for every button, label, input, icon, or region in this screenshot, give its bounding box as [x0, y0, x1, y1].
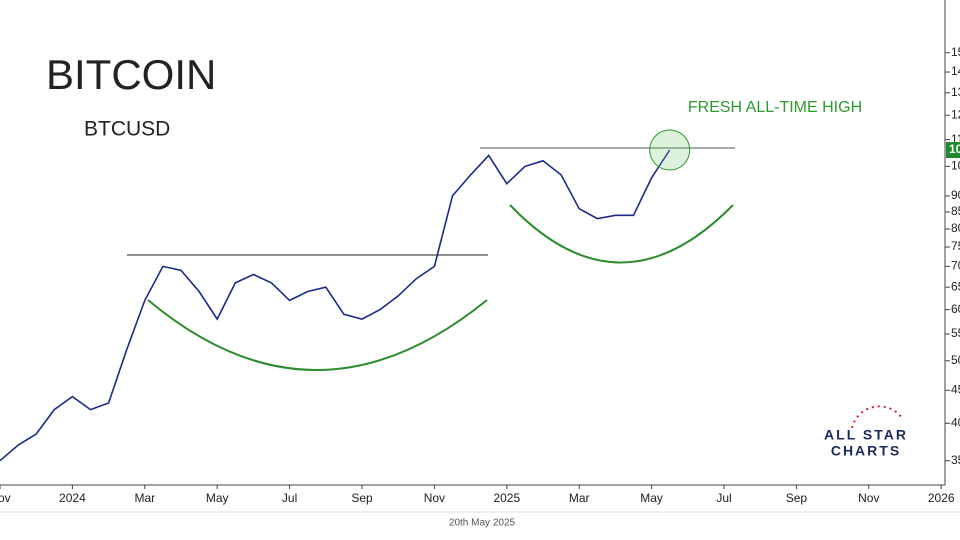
y-tick-label: 110000 — [951, 132, 960, 146]
y-tick-label: 120000 — [951, 107, 960, 121]
y-tick-label: 45000 — [951, 382, 960, 396]
x-tick-label: 2025 — [493, 491, 520, 505]
y-tick-label: 100000 — [951, 159, 960, 173]
logo-text: ALL STAR — [824, 427, 908, 443]
y-tick-label: 90000 — [951, 188, 960, 202]
y-tick-label: 75000 — [951, 239, 960, 253]
y-tick-label: 50000 — [951, 353, 960, 367]
annotation: FRESH ALL-TIME HIGH — [688, 99, 862, 116]
y-tick-label: 35000 — [951, 453, 960, 467]
base-arc — [147, 299, 488, 371]
y-tick-label: 85000 — [951, 204, 960, 218]
x-tick-label: Jul — [282, 491, 297, 505]
x-tick-label: May — [206, 491, 229, 505]
chart-subtitle: BTCUSD — [84, 118, 170, 141]
high-circle — [649, 129, 691, 171]
x-tick-label: Nov — [424, 491, 445, 505]
x-tick-label: Sep — [786, 491, 808, 505]
y-tick-label: 60000 — [951, 302, 960, 316]
x-tick-label: 2024 — [59, 491, 86, 505]
date-note: 20th May 2025 — [449, 518, 516, 529]
y-tick-label: 80000 — [951, 221, 960, 235]
x-tick-label: Sep — [351, 491, 373, 505]
y-tick-label: 130000 — [951, 85, 960, 99]
y-tick-label: 140000 — [951, 64, 960, 78]
x-tick-label: Mar — [134, 491, 155, 505]
y-tick-label: 65000 — [951, 279, 960, 293]
x-tick-label: Mar — [569, 491, 590, 505]
y-tick-label: 70000 — [951, 259, 960, 273]
x-tick-label: Nov — [0, 491, 11, 505]
price-tag-label: 106000 — [949, 142, 960, 156]
price-line — [0, 149, 671, 462]
logo-text: CHARTS — [831, 443, 901, 459]
logo-stars — [851, 405, 903, 429]
price-tag — [946, 142, 960, 159]
x-tick-label: Jul — [716, 491, 731, 505]
x-tick-label: 2026 — [928, 491, 955, 505]
y-tick-label: 150000 — [951, 45, 960, 59]
base-arc — [509, 204, 734, 264]
y-tick-label: 55000 — [951, 326, 960, 340]
x-tick-label: May — [640, 491, 663, 505]
chart-title: BITCOIN — [46, 51, 216, 98]
y-tick-label: 40000 — [951, 415, 960, 429]
x-tick-label: Nov — [858, 491, 879, 505]
